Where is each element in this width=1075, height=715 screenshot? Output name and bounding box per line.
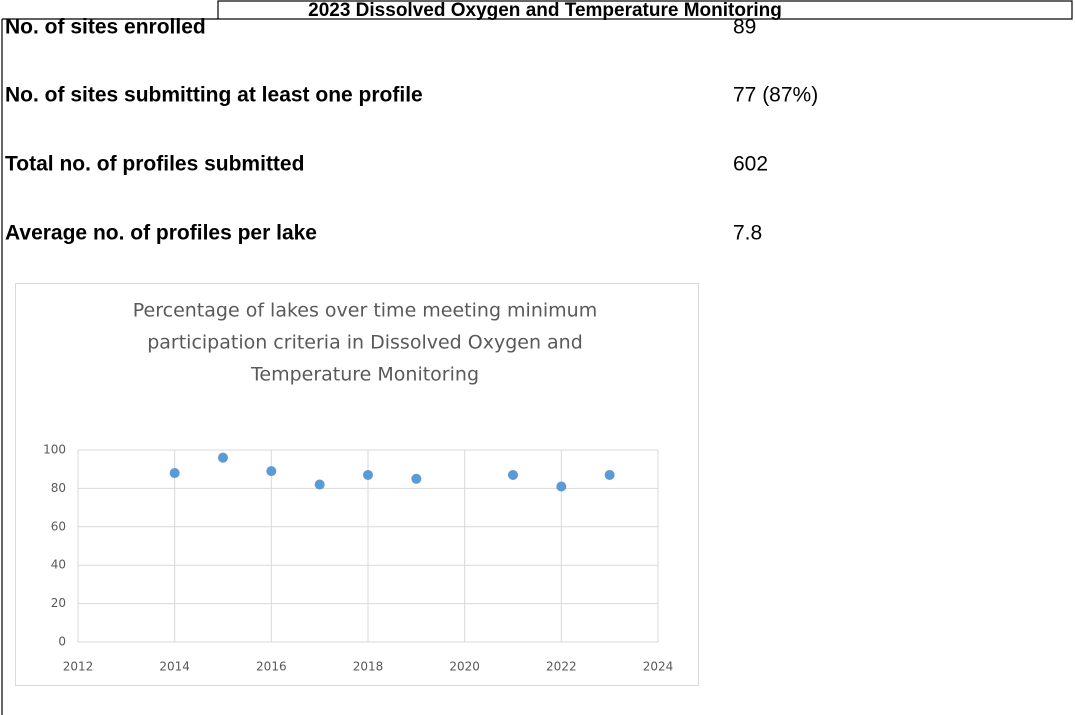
row-label: Average no. of profiles per lake	[5, 222, 317, 245]
row-value: 89	[733, 16, 756, 39]
header-box	[217, 0, 1073, 20]
chart-title: Percentage of lakes over time meeting mi…	[133, 300, 597, 322]
x-tick-label: 2018	[353, 660, 384, 674]
x-tick-label: 2016	[256, 660, 287, 674]
row-value: 7.8	[733, 222, 762, 245]
point	[266, 466, 277, 477]
chart-title: participation criteria in Dissolved Oxyg…	[147, 332, 583, 354]
point	[314, 479, 325, 490]
point	[218, 452, 228, 463]
y-tick-label: 0	[58, 635, 66, 649]
point	[363, 469, 373, 480]
row-label: Total no. of profiles submitted	[5, 153, 304, 176]
row-label: No. of sites submitting at least one pro…	[5, 84, 423, 107]
x-tick-label: 2024	[643, 660, 674, 674]
chart-title: Temperature Monitoring	[250, 364, 479, 386]
point	[556, 481, 567, 492]
row-value: 602	[733, 153, 768, 176]
y-tick-label: 40	[51, 558, 66, 572]
table-title: 2023 Dissolved Oxygen and Temperature Mo…	[308, 0, 782, 21]
point	[508, 469, 518, 480]
y-tick-label: 20	[51, 596, 66, 610]
y-tick-label: 60	[51, 519, 66, 533]
x-tick-label: 2022	[546, 660, 577, 674]
x-tick-label: 2014	[159, 660, 190, 674]
chart-frame	[15, 283, 699, 686]
x-tick-label: 2012	[63, 660, 94, 674]
x-tick-label: 2020	[449, 660, 480, 674]
point	[604, 469, 615, 480]
row-label: No. of sites enrolled	[5, 16, 206, 39]
y-tick-label: 100	[43, 443, 66, 457]
y-tick-label: 80	[51, 481, 66, 495]
point	[411, 473, 422, 484]
point	[169, 468, 180, 479]
row-value: 77 (87%)	[733, 84, 818, 107]
